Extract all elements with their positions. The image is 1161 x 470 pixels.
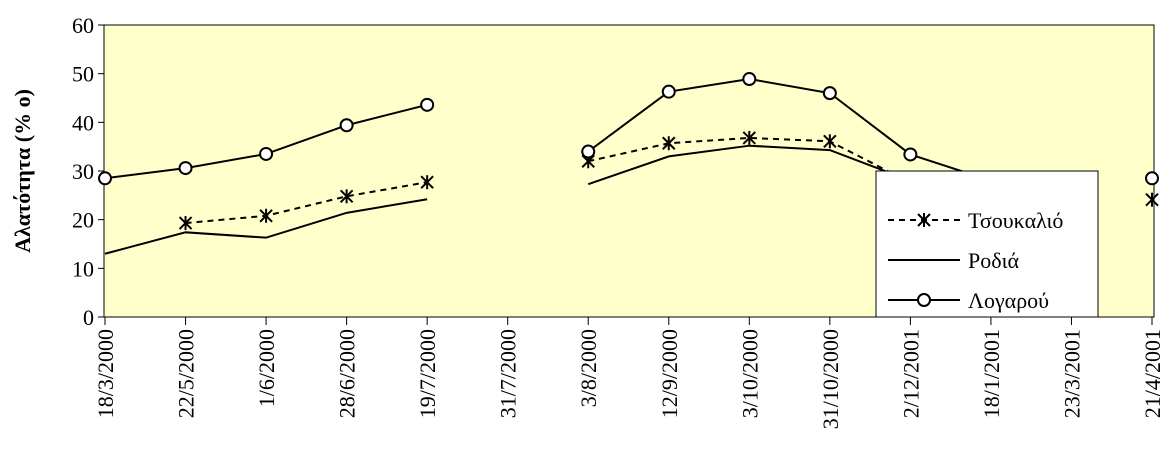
x-tick-label: 28/6/2000 bbox=[335, 329, 360, 418]
data-point bbox=[661, 84, 676, 99]
data-point bbox=[420, 175, 434, 190]
data-point bbox=[178, 216, 193, 231]
legend-box bbox=[875, 170, 1099, 318]
data-point bbox=[1145, 192, 1159, 207]
data-point bbox=[1145, 171, 1159, 186]
data-point bbox=[178, 161, 193, 176]
legend-item: Τσουκαλιό bbox=[888, 208, 1063, 233]
y-tick-label: 50 bbox=[72, 62, 94, 87]
legend-label: Λογαρού bbox=[968, 288, 1049, 313]
data-point bbox=[339, 189, 354, 204]
x-tick-label: 3/8/2000 bbox=[576, 329, 601, 407]
legend: Τσουκαλιό Ροδιά Λογαρού bbox=[875, 170, 1099, 318]
x-tick-label: 22/5/2000 bbox=[174, 329, 199, 418]
x-tick-label: 18/1/2001 bbox=[979, 329, 1004, 418]
y-tick-label: 10 bbox=[72, 256, 94, 281]
series-line bbox=[185, 181, 428, 225]
x-tick-label: 2/12/2001 bbox=[898, 329, 923, 418]
y-tick-label: 30 bbox=[72, 159, 94, 184]
legend-label: Τσουκαλιό bbox=[968, 208, 1063, 233]
legend-item: Λογαρού bbox=[888, 288, 1049, 313]
x-tick-label: 18/3/2000 bbox=[93, 329, 118, 418]
legend-item: Ροδιά bbox=[888, 248, 1020, 273]
series-layer bbox=[98, 72, 1159, 255]
y-tick-label: 40 bbox=[72, 110, 94, 135]
series-line bbox=[587, 144, 911, 186]
y-tick-label: 20 bbox=[72, 208, 94, 233]
y-axis-title: Αλατότητα (% o) bbox=[10, 89, 35, 253]
x-tick-label: 19/7/2000 bbox=[415, 329, 440, 418]
x-tick-label: 1/6/2000 bbox=[254, 329, 279, 407]
series-1 bbox=[104, 144, 911, 255]
series-line bbox=[588, 136, 911, 184]
y-tick-label: 0 bbox=[83, 305, 94, 330]
x-tick-label: 12/9/2000 bbox=[657, 329, 682, 418]
x-tick-label: 21/4/2001 bbox=[1140, 329, 1161, 418]
y-tick-label: 60 bbox=[72, 13, 94, 38]
x-tick-label: 31/10/2000 bbox=[818, 329, 843, 429]
data-point bbox=[662, 136, 676, 151]
data-point bbox=[823, 134, 837, 149]
data-point bbox=[420, 97, 435, 112]
series-line bbox=[104, 198, 428, 255]
data-point bbox=[822, 86, 837, 101]
data-point bbox=[742, 72, 757, 87]
series-0 bbox=[178, 130, 1159, 231]
data-point bbox=[742, 130, 757, 145]
axis-layer: 0 10 20 30 40 50 60 18/3/2000 22/5/2000 1/6/2000 2… bbox=[72, 13, 1161, 429]
data-point bbox=[259, 208, 273, 223]
data-point bbox=[259, 146, 274, 161]
data-point bbox=[98, 171, 112, 186]
series-line bbox=[587, 78, 992, 182]
data-point bbox=[903, 147, 918, 162]
legend-label: Ροδιά bbox=[968, 248, 1020, 273]
x-tick-label: 3/10/2000 bbox=[737, 329, 762, 418]
x-tick-label: 23/3/2001 bbox=[1059, 329, 1084, 418]
legend-marker bbox=[917, 293, 931, 307]
x-tick-label: 31/7/2000 bbox=[496, 329, 521, 418]
legend-marker bbox=[917, 213, 931, 227]
legend-items: Τσουκαλιό Ροδιά Λογαρού bbox=[888, 208, 1063, 313]
data-point bbox=[581, 144, 596, 159]
data-point bbox=[339, 118, 354, 133]
